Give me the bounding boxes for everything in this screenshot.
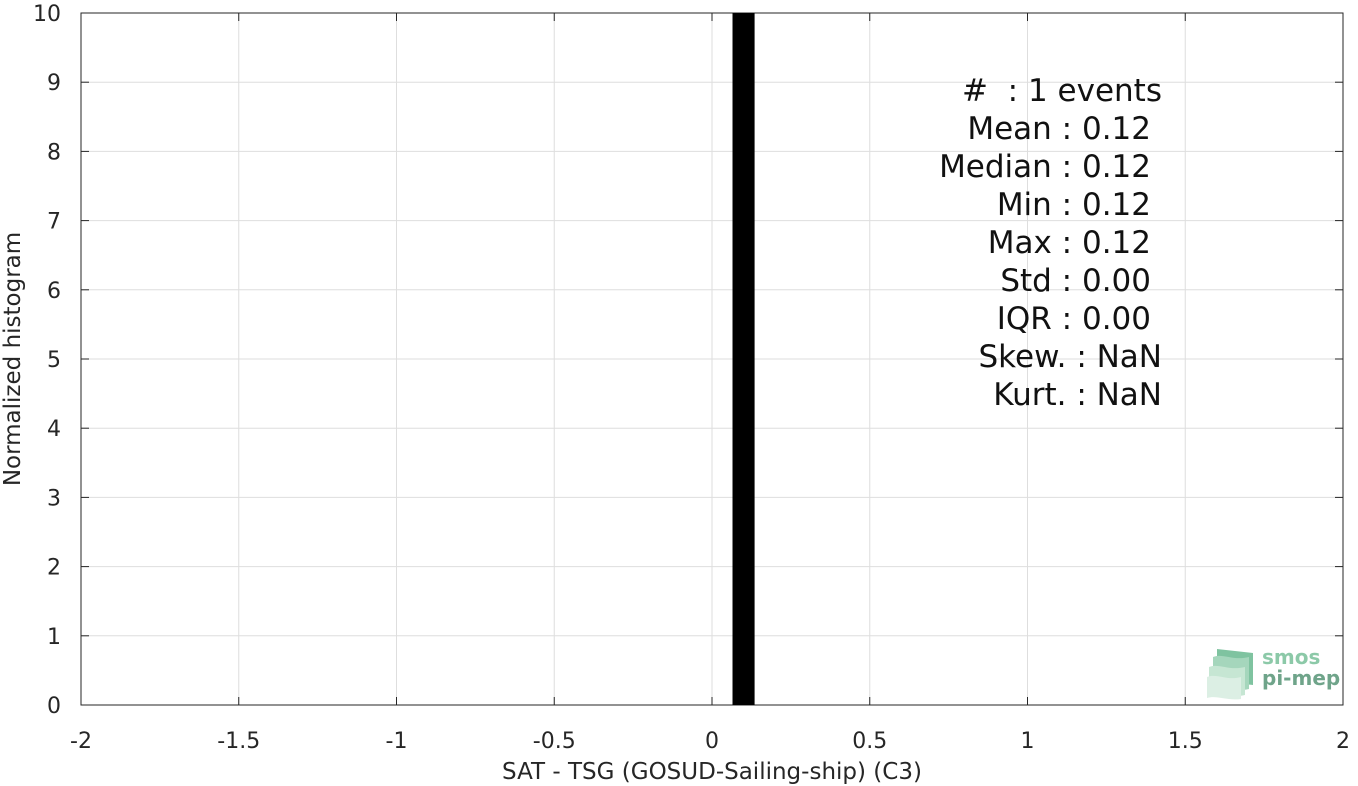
tick-labels: -2 -1.5 -1 -0.5 0 0.5 1 1.5 2 0 1 2 3 4 5 6 7 8 9 10 — [33, 2, 1350, 754]
x-tick-label: -1 — [386, 729, 408, 754]
x-tick-label: -2 — [70, 729, 92, 754]
stat-min: Min : 0.12 — [996, 187, 1151, 223]
y-tick-label: 1 — [47, 625, 61, 650]
smos-pimep-logo: smos pi-mep — [1205, 645, 1345, 700]
x-tick-label: -0.5 — [533, 729, 576, 754]
logo-waves-icon — [1207, 649, 1253, 700]
logo-text-pimep: pi-mep — [1262, 666, 1341, 690]
y-tick-label: 5 — [47, 348, 61, 373]
stat-kurt: Kurt. : NaN — [993, 377, 1162, 413]
stat-max: Max : 0.12 — [987, 225, 1151, 261]
y-tick-label: 2 — [47, 556, 61, 581]
y-tick-label: 6 — [47, 279, 61, 304]
y-tick-label: 3 — [47, 486, 61, 511]
stat-iqr: IQR : 0.00 — [996, 301, 1151, 337]
y-tick-label: 8 — [47, 140, 61, 165]
y-tick-label: 9 — [47, 71, 61, 96]
stat-count: # : 1 events — [961, 73, 1162, 109]
x-tick-label: -1.5 — [217, 729, 260, 754]
x-tick-label: 0 — [705, 729, 719, 754]
bars — [732, 13, 755, 705]
y-tick-label: 4 — [47, 417, 61, 442]
stat-median: Median : 0.12 — [939, 149, 1151, 185]
y-tick-label: 10 — [33, 2, 61, 27]
y-tick-label: 0 — [47, 694, 61, 719]
x-tick-label: 0.5 — [852, 729, 887, 754]
stat-skew: Skew. : NaN — [978, 339, 1163, 375]
x-tick-label: 2 — [1336, 729, 1350, 754]
stat-mean: Mean : 0.12 — [967, 111, 1151, 147]
x-tick-label: 1 — [1021, 729, 1035, 754]
x-tick-label: 1.5 — [1168, 729, 1203, 754]
histogram-bar — [732, 13, 755, 705]
logo-text-smos: smos — [1262, 645, 1321, 669]
plot-frame — [80, 12, 1344, 706]
statistics-box: # : 1 events Mean : 0.12 Median : 0.12 M… — [939, 72, 1162, 414]
y-tick-label: 7 — [47, 210, 61, 235]
x-axis-title: SAT - TSG (GOSUD-Sailing-ship) (C3) — [502, 759, 922, 785]
stat-std: Std : 0.00 — [1000, 263, 1151, 299]
y-axis-title: Normalized histogram — [0, 232, 26, 486]
